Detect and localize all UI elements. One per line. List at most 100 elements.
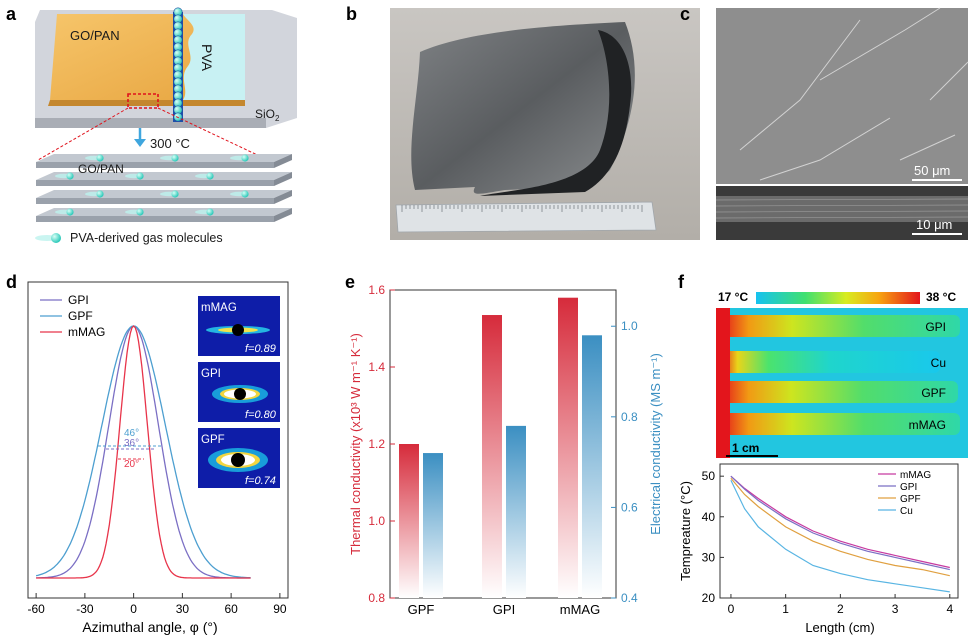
scalebar-bottom-label: 10 μm [916,217,952,232]
x-category-label-e: GPI [493,602,515,617]
axes-f: 0 1 2 3 4 20 30 40 50 [702,469,954,616]
inset-mmag: mMAG f=0.89 [198,296,280,356]
ir-strip-mmag [720,413,960,435]
plot-frame-f [719,463,959,599]
plot-frame-d [27,281,289,599]
ir-scalebar-label: 1 cm [732,441,759,455]
inset-gpi: GPI f=0.80 [198,362,280,422]
ylabel-left-e: Thermal conductivity (x10³ W m⁻¹ K⁻¹) [348,333,363,555]
x-tick-label-f: 1 [782,602,789,616]
temp-min-label: 17 °C [718,290,748,304]
y-tick-label-left-e: 0.8 [368,591,385,605]
conductivity-bars [399,297,602,598]
temperature-colorbar [756,292,920,304]
x-tick-label-f: 0 [728,602,735,616]
layer-side [274,208,292,222]
y-tick-label-right-e: 0.8 [621,410,638,424]
pva-label: PVA [199,44,215,72]
go-pan-film-edge [48,100,245,106]
layer-top [36,172,292,180]
panel-letter-e: e [345,272,355,292]
fwhm-annotations: 46° 36° 20° [98,428,162,470]
x-tick-label-d: 60 [224,602,238,616]
legend-label-f-mmag: mMAG [900,470,931,481]
gas-molecule [136,172,144,180]
panel-letter-d: d [6,272,17,292]
temp-max-label: 38 °C [926,290,956,304]
inset-gpf: GPF f=0.74 [198,428,280,488]
gas-molecule [206,172,214,180]
y-tick-label-right-e: 0.6 [621,500,638,514]
gas-molecule [241,154,249,162]
y-tick-label-right-e: 1.0 [621,319,638,333]
profile-mmag [730,475,950,569]
gas-molecule [171,154,179,162]
ir-strip-cu [720,351,940,373]
gas-molecule-icon [35,233,61,243]
legend-label-f-cu: Cu [900,506,913,517]
inset-mmag-f: f=0.89 [245,343,276,355]
bar-thermal-mmag [558,297,578,598]
layer-edge [36,180,274,186]
x-tick-label-d: 90 [273,602,287,616]
layer-edge [36,198,274,204]
axes-e: GPF GPI mMAG 0.8 1.0 1.2 1.4 1.6 0.4 0.6 0.8 1.0 [368,283,638,617]
ir-strip-label-mmag: mMAG [909,418,946,432]
x-tick-label-d: -30 [76,602,94,616]
x-tick-label-d: -60 [27,602,45,616]
xlabel-f: Length (cm) [805,620,874,635]
panel-letter-c: c [680,4,690,24]
ruler-ticks [401,205,643,212]
layer-side [274,172,292,186]
fwhm-label-36: 36° [124,438,139,449]
y-tick-label-left-e: 1.4 [368,360,385,374]
fwhm-label-20: 20° [124,459,139,470]
inset-gpf-name: GPF [201,434,225,446]
legend-f: mMAG GPI GPF Cu [878,470,931,517]
curve-gpf [35,325,251,579]
ylabel-right-e: Electrical conductivity (MS m⁻¹) [648,353,663,535]
x-tick-label-d: 30 [176,602,190,616]
y-tick-label-left-e: 1.6 [368,283,385,297]
anneal-arrowhead [134,139,146,147]
x-category-label-e: GPF [408,602,435,617]
sphere-rod [173,7,183,122]
panel-c: c 50 μm 10 μm [680,4,969,240]
ir-strip-gpf [720,381,958,403]
sem-surface-image [716,8,968,184]
anneal-label: 300 °C [150,136,190,151]
gas-molecule [96,190,104,198]
ir-strip-label-cu: Cu [931,356,946,370]
x-category-label-e: mMAG [560,602,600,617]
panel-b: b [346,4,700,240]
x-axis-ticks-d: -60 -30 0 30 60 90 [27,593,287,616]
temperature-profiles [730,475,950,593]
ir-strip-gpi [720,315,960,337]
ir-strip-label-gpf: GPF [921,386,946,400]
bar-electrical-gpi [506,425,526,598]
bar-thermal-gpf [399,444,419,598]
legend-label-f-gpf: GPF [900,494,921,505]
gas-molecule [171,190,179,198]
panel-letter-a: a [6,4,17,24]
pva-region [183,14,245,100]
y-tick-label-f: 30 [702,550,716,564]
zoom-box [127,93,159,109]
panel-e: e GPF GPI mMAG0.81.01.21.41.60.40.60.81.0 … [345,272,663,617]
curve-mmag [36,325,251,579]
legend-label-mmag: mMAG [68,325,105,339]
xlabel-d: Azimuthal angle, φ (°) [82,619,217,635]
go-pan-label: GO/PAN [70,28,120,43]
y-tick-label-f: 50 [702,469,716,483]
y-tick-label-left-e: 1.2 [368,437,385,451]
legend-label-f-gpi: GPI [900,482,917,493]
graphene-film-curl [480,30,632,196]
profile-gpf [730,477,950,577]
panel-d: d -60 -30 0 30 60 90 Azimuthal angle, φ (°) G… [6,272,289,635]
gas-legend-label: PVA-derived gas molecules [70,231,223,245]
y-tick-label-left-e: 1.0 [368,514,385,528]
profile-gpi [730,475,950,571]
inset-mmag-name: mMAG [201,302,237,314]
